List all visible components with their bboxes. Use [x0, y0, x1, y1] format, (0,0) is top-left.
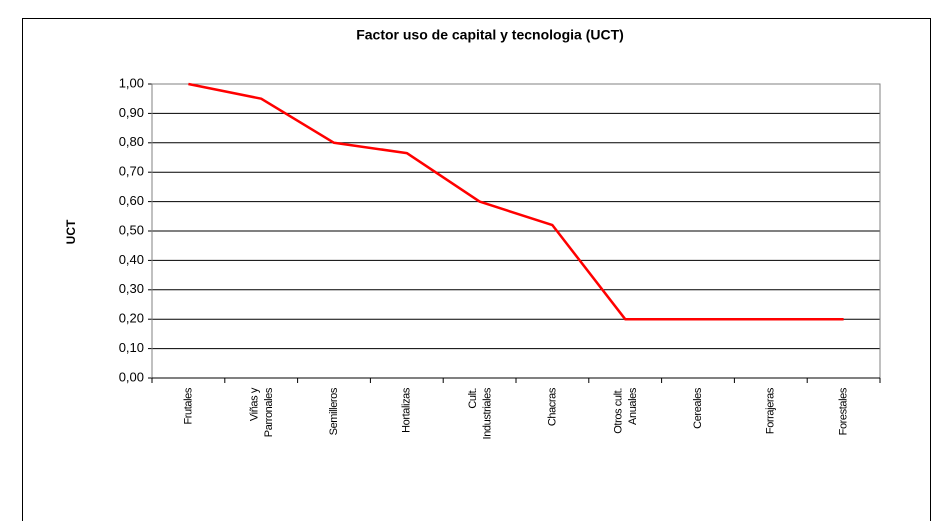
y-tick-label: 0,90 [119, 105, 144, 120]
y-tick-label: 0,60 [119, 193, 144, 208]
x-tick-label-line: Otros cult. [613, 388, 625, 434]
x-tick-label-line: Parronales [263, 387, 275, 437]
y-axis-label: UCT [64, 219, 78, 244]
x-tick-label: Viñas y Parronales [249, 387, 275, 437]
x-tick-label: Chacras [546, 387, 558, 426]
y-tick-label: 1,00 [119, 75, 144, 90]
x-tick-label: Frutales [182, 387, 194, 424]
line [188, 82, 844, 321]
y-tick-label: 0,30 [119, 281, 144, 296]
y-tick-label: 0,10 [119, 340, 144, 355]
x-tick-label-line: Anuales [627, 387, 639, 425]
chart-border [22, 18, 931, 521]
y-tick-label: 0,20 [119, 311, 144, 326]
y-tick-label: 0,70 [119, 164, 144, 179]
y-tick-label: 0,80 [119, 134, 144, 149]
x-tick-label: Forestales [838, 387, 850, 435]
x-tick-label: Hortalizas [401, 387, 413, 433]
x-tick-label: Semilleros [328, 387, 340, 435]
x-tick-label: Cult. Industriales [467, 387, 493, 439]
x-tick-label-line: Industriales [481, 387, 493, 439]
x-tick-label-line: Viñas y [249, 387, 261, 421]
y-tick-label: 0,00 [119, 369, 144, 384]
x-tick-label-line: Cult. [467, 388, 479, 409]
x-tick-label: Otros cult. Anuales [613, 387, 639, 434]
x-tick-label: Cereales [692, 387, 704, 429]
y-tick-label: 0,40 [119, 252, 144, 267]
y-tick-label: 0,50 [119, 222, 144, 237]
chart-title: Factor uso de capital y tecnologia (UCT) [356, 27, 624, 43]
x-tick-label: Forrajeras [765, 387, 777, 434]
